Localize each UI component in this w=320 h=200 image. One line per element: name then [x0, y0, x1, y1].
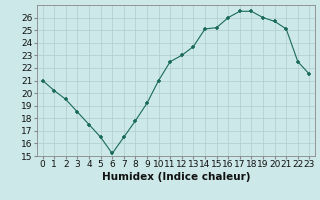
X-axis label: Humidex (Indice chaleur): Humidex (Indice chaleur)	[102, 172, 250, 182]
